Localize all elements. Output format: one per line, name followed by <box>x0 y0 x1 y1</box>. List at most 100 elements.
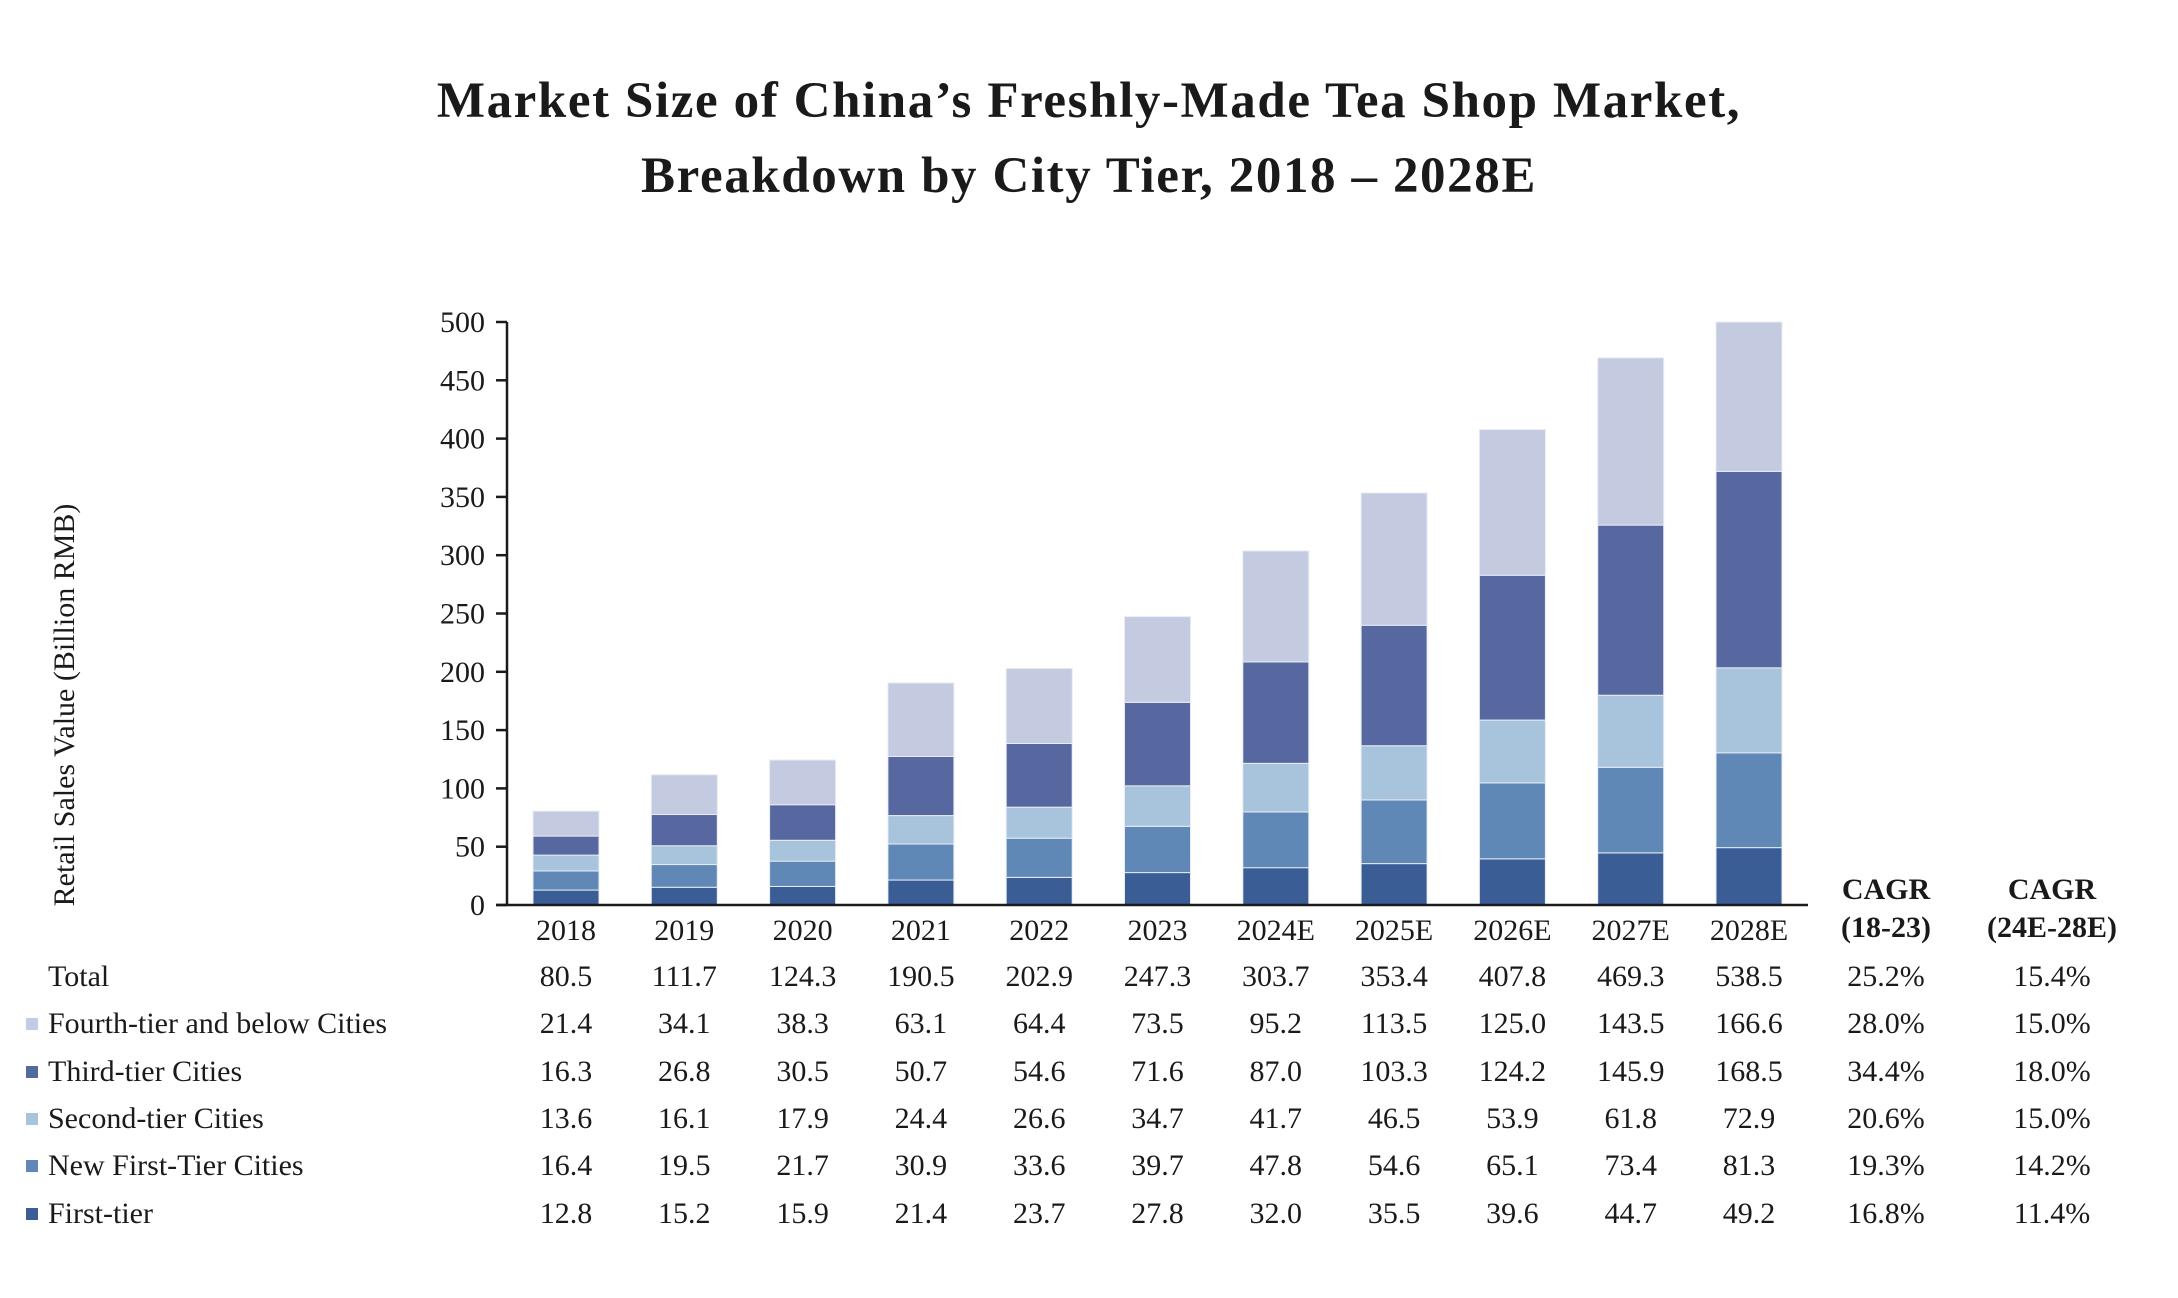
bar-segment-first-tier-2020 <box>769 885 837 906</box>
value-cell-2020: 124.3 <box>768 960 837 993</box>
bar-segment-fourth-tier-and-below-cities-2022 <box>1005 667 1073 745</box>
value-cell-2025e: 113.5 <box>1360 1007 1428 1041</box>
cagr-cell-24e-28e: 18.0% <box>2013 1054 2091 1088</box>
value-cell-2022: 64.4 <box>1012 1007 1066 1041</box>
value-cell-2019: 19.5 <box>658 1149 711 1183</box>
bar-segment-new-first-tier-cities-2024e <box>1242 811 1310 869</box>
value-cell-2025e: 103.3 <box>1360 1054 1428 1088</box>
bar-segment-fourth-tier-and-below-cities-2020 <box>769 759 837 806</box>
table-row-second-tier-cities: Second-tier Cities 13.6 16.1 17.9 24.4 26.6 34… <box>0 1095 2178 1142</box>
bar-segment-second-tier-cities-2021 <box>887 815 955 845</box>
bar-segment-first-tier-2025e <box>1360 863 1428 906</box>
cagr-header-18-23: CAGR (18-23) <box>1841 871 1931 947</box>
value-cell-2018: 16.4 <box>539 1149 593 1183</box>
value-cell-2021: 24.4 <box>894 1101 948 1135</box>
table-row-first-tier: First-tier 12.8 15.2 15.9 21.4 23.7 27.8 32.0 35… <box>0 1190 2178 1237</box>
value-cell-2019: 111.7 <box>651 960 717 993</box>
value-cell-2026e: 125.0 <box>1478 1007 1547 1041</box>
y-tick-label: 450 <box>440 364 485 397</box>
x-tick-label: 2021 <box>891 914 951 947</box>
y-tick-label: 500 <box>440 306 485 339</box>
value-cell-2027e: 143.5 <box>1596 1007 1665 1041</box>
bar-segment-second-tier-cities-2020 <box>769 839 837 862</box>
bar-segment-second-tier-cities-2024e <box>1242 762 1310 813</box>
cagr-header-line-1: CAGR <box>2007 873 2097 906</box>
value-cell-2027e: 61.8 <box>1604 1101 1657 1135</box>
value-cell-2024e: 95.2 <box>1249 1007 1303 1041</box>
cagr-cell-18-23: 19.3% <box>1847 1149 1925 1183</box>
y-tick-label: 200 <box>440 656 485 689</box>
bar-segment-first-tier-2022 <box>1005 876 1073 906</box>
bar-segment-first-tier-2024e <box>1242 867 1310 906</box>
y-tick-label: 150 <box>440 714 485 747</box>
bar-segment-first-tier-2023 <box>1124 872 1191 906</box>
row-label: Second-tier Cities <box>48 1101 264 1135</box>
x-tick-label: 2028E <box>1710 914 1788 947</box>
value-cell-2027e: 44.7 <box>1604 1196 1657 1230</box>
value-cell-2022: 202.9 <box>1005 960 1073 993</box>
x-tick-label: 2019 <box>654 914 714 947</box>
bar-segment-first-tier-2018 <box>532 889 600 906</box>
cagr-header-line-2: (24E-28E) <box>1987 911 2117 944</box>
cagr-cell-18-23: 34.4% <box>1847 1054 1925 1088</box>
chart-title: Market Size of China’s Freshly-Made Tea … <box>0 64 2178 214</box>
legend-swatch-icon <box>26 1018 38 1031</box>
value-cell-2028e: 168.5 <box>1715 1054 1783 1088</box>
table-row-new-first-tier-cities: New First-Tier Cities 16.4 19.5 21.7 30.9 33.… <box>0 1142 2178 1189</box>
bar-segment-new-first-tier-cities-2023 <box>1124 825 1191 874</box>
bar-segment-fourth-tier-and-below-cities-2027e <box>1597 357 1665 526</box>
bar-segment-first-tier-2028e <box>1715 847 1783 906</box>
value-cell-2019: 16.1 <box>658 1101 711 1135</box>
x-tick-label: 2023 <box>1128 914 1188 947</box>
cagr-cell-18-23: 20.6% <box>1847 1101 1925 1135</box>
x-tick-label: 2026E <box>1473 914 1551 947</box>
row-label: First-tier <box>48 1196 153 1230</box>
bar-segment-second-tier-cities-2023 <box>1124 785 1191 827</box>
value-cell-2025e: 353.4 <box>1360 960 1428 993</box>
value-cell-2021: 21.4 <box>894 1196 948 1230</box>
value-cell-2019: 34.1 <box>658 1007 711 1041</box>
value-cell-2025e: 54.6 <box>1367 1149 1421 1183</box>
value-cell-2026e: 124.2 <box>1478 1054 1547 1088</box>
bar-segment-new-first-tier-cities-2019 <box>650 864 718 888</box>
y-tick-label: 300 <box>440 539 485 572</box>
x-tick-label: 2025E <box>1355 914 1433 947</box>
row-label: Third-tier Cities <box>48 1054 243 1088</box>
value-cell-2019: 15.2 <box>658 1196 711 1230</box>
row-label: New First-Tier Cities <box>48 1149 304 1183</box>
value-cell-2028e: 49.2 <box>1722 1196 1776 1230</box>
value-cell-2018: 16.3 <box>539 1054 593 1088</box>
bar-segment-new-first-tier-cities-2022 <box>1005 837 1073 878</box>
bar-segment-third-tier-cities-2018 <box>532 835 600 856</box>
value-cell-2020: 15.9 <box>776 1196 829 1230</box>
value-cell-2023: 27.8 <box>1131 1196 1184 1230</box>
value-cell-2022: 23.7 <box>1012 1196 1066 1230</box>
value-cell-2024e: 47.8 <box>1249 1149 1303 1183</box>
bar-segment-third-tier-cities-2023 <box>1124 701 1191 787</box>
axes-group: 0 50 100 150 200 250 300 350 400 450 500 2018 2019 20… <box>440 306 1808 947</box>
value-cell-2023: 247.3 <box>1123 960 1192 993</box>
value-cell-2025e: 35.5 <box>1367 1196 1421 1230</box>
bar-segment-new-first-tier-cities-2025e <box>1360 799 1428 865</box>
bar-segment-fourth-tier-and-below-cities-2023 <box>1124 616 1191 703</box>
value-cell-2018: 21.4 <box>539 1007 593 1041</box>
bar-segment-second-tier-cities-2026e <box>1478 719 1546 784</box>
x-tick-label: 2024E <box>1237 914 1315 947</box>
x-tick-label: 2018 <box>536 914 596 947</box>
legend-swatch-icon <box>26 1160 38 1173</box>
bar-segment-new-first-tier-cities-2018 <box>532 870 600 891</box>
y-tick-label: 350 <box>440 481 485 514</box>
cagr-cell-18-23: 25.2% <box>1847 960 1925 993</box>
y-tick-label: 0 <box>470 889 485 922</box>
value-cell-2022: 33.6 <box>1012 1149 1066 1183</box>
value-cell-2024e: 32.0 <box>1249 1196 1303 1230</box>
value-cell-2026e: 53.9 <box>1486 1101 1539 1135</box>
value-cell-2021: 63.1 <box>894 1007 948 1041</box>
value-cell-2024e: 303.7 <box>1242 960 1310 993</box>
row-label: Total <box>48 960 110 993</box>
x-tick-label: 2022 <box>1009 914 1069 947</box>
bar-segment-second-tier-cities-2022 <box>1005 806 1073 839</box>
value-cell-2018: 13.6 <box>539 1101 593 1135</box>
value-cell-2027e: 145.9 <box>1596 1054 1665 1088</box>
